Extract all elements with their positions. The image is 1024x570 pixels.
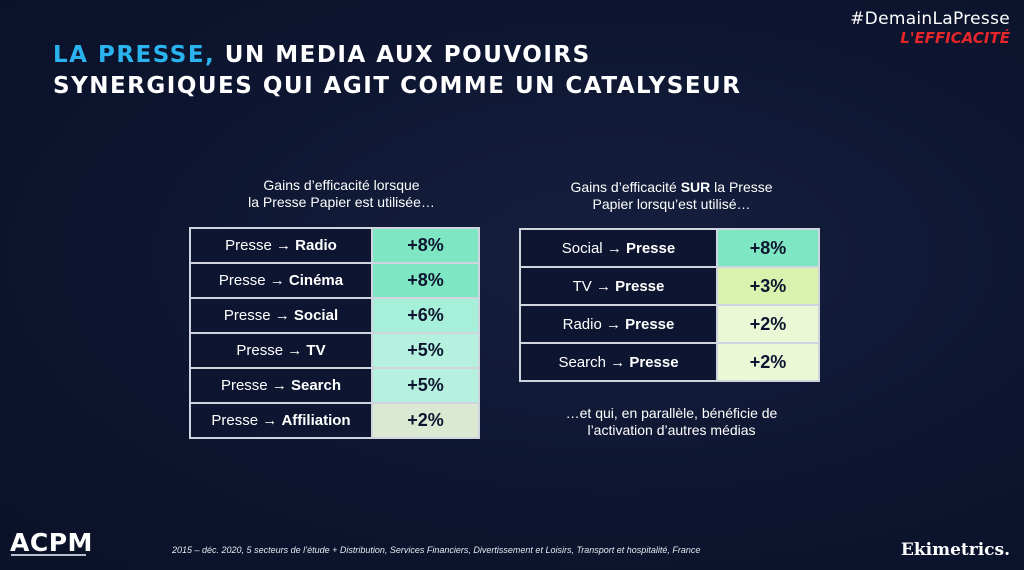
row-from: Presse xyxy=(220,377,268,394)
row-from: Presse xyxy=(223,307,271,324)
row-to: TV xyxy=(306,342,326,359)
row-label: Presse → Search xyxy=(189,367,373,404)
row-to: Presse xyxy=(615,277,665,295)
row-from: Presse xyxy=(218,272,266,289)
row-to: Presse xyxy=(625,315,675,333)
right-caption: Gains d’efficacité SUR la Presse Papier … xyxy=(520,179,823,213)
row-to: Social xyxy=(293,307,339,324)
arrow-icon: → xyxy=(610,353,626,371)
row-label: Presse → Social xyxy=(189,297,373,334)
table-row: Presse → Cinéma +8% xyxy=(189,262,480,299)
row-from: TV xyxy=(572,277,592,295)
arrow-icon: → xyxy=(269,272,285,289)
row-from: Presse xyxy=(236,342,284,359)
table-row: Presse → Search +5% xyxy=(189,367,480,404)
hashtag-logo: #DemainLaPresse L'EFFICACITÉ xyxy=(850,10,1010,48)
table-row: Social → Presse +8% xyxy=(519,228,820,268)
left-caption: Gains d’efficacité lorsque la Presse Pap… xyxy=(190,177,493,211)
row-value: +5% xyxy=(371,367,480,404)
row-to: Presse xyxy=(629,353,679,371)
arrow-icon: → xyxy=(262,412,278,429)
right-caption-post: la Presse xyxy=(710,179,773,195)
arrow-icon: → xyxy=(605,315,621,333)
row-value: +8% xyxy=(716,228,820,268)
row-to: Search xyxy=(290,377,342,394)
row-value: +2% xyxy=(371,402,480,439)
row-label: Search → Presse xyxy=(519,342,718,382)
table-row: TV → Presse +3% xyxy=(519,266,820,306)
row-value: +2% xyxy=(716,342,820,382)
row-from: Social xyxy=(561,239,603,257)
arrow-icon: → xyxy=(271,377,287,394)
row-from: Search xyxy=(558,353,606,371)
row-value: +5% xyxy=(371,332,480,369)
footnote: 2015 – déc. 2020, 5 secteurs de l’étude … xyxy=(172,545,701,555)
row-to: Presse xyxy=(625,239,676,257)
row-label: Presse → Radio xyxy=(189,227,373,264)
acpm-logo: ACPM xyxy=(10,528,93,557)
right-caption-bold: SUR xyxy=(680,179,711,195)
right-caption-line2: Papier lorsqu’est utilisé… xyxy=(592,196,751,212)
left-caption-line1: Gains d’efficacité lorsque xyxy=(263,177,420,193)
arrow-icon: → xyxy=(595,277,611,295)
right-caption-pre: Gains d’efficacité xyxy=(570,179,681,195)
row-from: Presse xyxy=(225,237,272,254)
row-label: Presse → Cinéma xyxy=(189,262,373,299)
right-footer-line2: l’activation d’autres médias xyxy=(587,422,756,438)
row-value: +6% xyxy=(371,297,480,334)
row-label: TV → Presse xyxy=(519,266,718,306)
row-from: Radio xyxy=(562,315,602,333)
row-value: +3% xyxy=(716,266,820,306)
table-row: Presse → Radio +8% xyxy=(189,227,480,264)
table-row: Presse → Social +6% xyxy=(189,297,480,334)
row-label: Presse → TV xyxy=(189,332,373,369)
right-footer-line1: …et qui, en parallèle, bénéficie de xyxy=(565,405,778,421)
right-gains-table: Social → Presse +8% TV → Presse +3% Radio → … xyxy=(519,228,820,382)
row-value: +8% xyxy=(371,262,480,299)
table-row: Search → Presse +2% xyxy=(519,342,820,382)
ekimetrics-logo: Ekimetrics. xyxy=(900,540,1010,560)
table-row: Radio → Presse +2% xyxy=(519,304,820,344)
hashtag-text: #DemainLaPresse xyxy=(850,9,1010,29)
acpm-logo-underline xyxy=(11,554,86,556)
left-gains-table: Presse → Radio +8% Presse → Cinéma +8% Press… xyxy=(189,227,480,439)
title-line1-rest: UN MEDIA AUX POUVOIRS xyxy=(215,42,591,68)
row-from: Presse xyxy=(211,412,259,429)
title-line2: SYNERGIQUES QUI AGIT COMME UN CATALYSEUR xyxy=(53,73,742,99)
row-value: +2% xyxy=(716,304,820,344)
table-row: Presse → TV +5% xyxy=(189,332,480,369)
arrow-icon: → xyxy=(276,237,291,254)
row-value: +8% xyxy=(371,227,480,264)
row-to: Radio xyxy=(295,237,337,254)
slide-title: LA PRESSE, UN MEDIA AUX POUVOIRS SYNERGI… xyxy=(53,40,741,102)
row-label: Social → Presse xyxy=(519,228,718,268)
title-accent: LA PRESSE, xyxy=(53,42,216,68)
row-to: Affiliation xyxy=(281,412,351,429)
arrow-icon: → xyxy=(274,307,290,324)
row-label: Radio → Presse xyxy=(519,304,718,344)
right-footer-text: …et qui, en parallèle, bénéficie de l’ac… xyxy=(520,405,823,439)
row-to: Cinéma xyxy=(288,272,344,289)
left-caption-line2: la Presse Papier est utilisée… xyxy=(248,194,435,210)
hashtag-subtitle: L'EFFICACITÉ xyxy=(900,29,1010,47)
arrow-icon: → xyxy=(606,239,622,257)
table-row: Presse → Affiliation +2% xyxy=(189,402,480,439)
row-label: Presse → Affiliation xyxy=(189,402,373,439)
arrow-icon: → xyxy=(287,342,303,359)
